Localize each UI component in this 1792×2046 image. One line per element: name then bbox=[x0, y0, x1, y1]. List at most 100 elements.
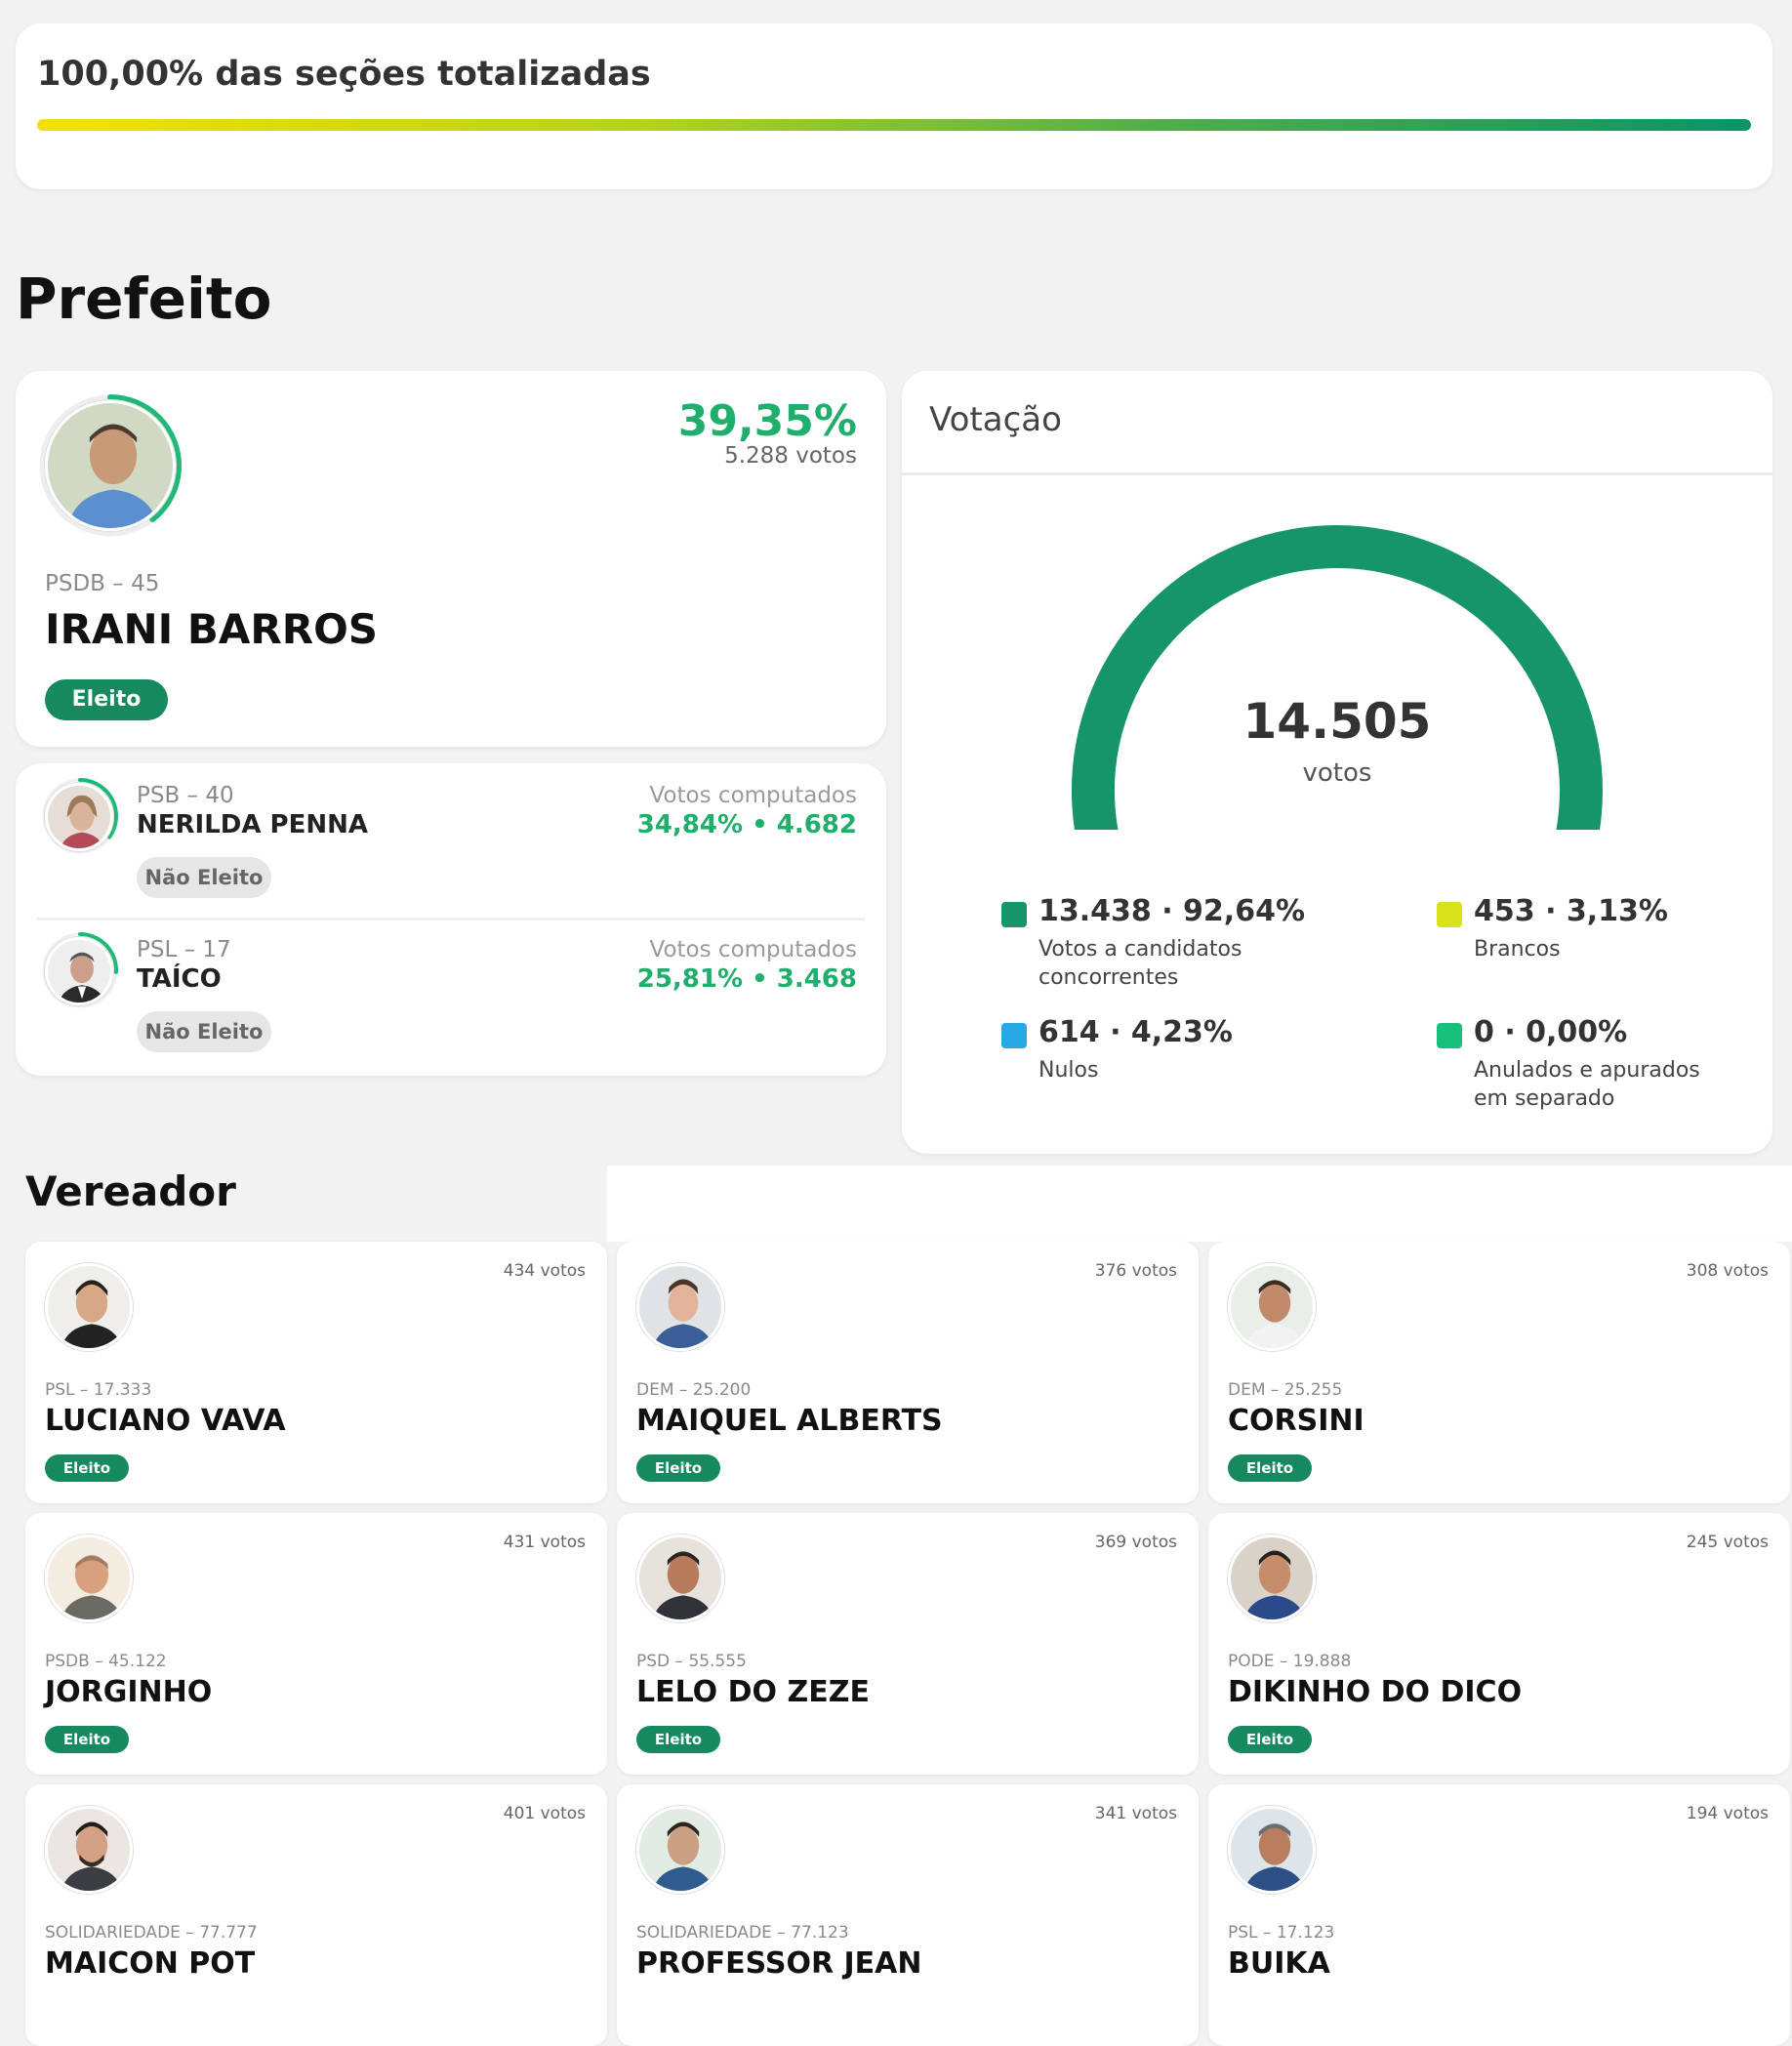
candidate-photo bbox=[1228, 1806, 1316, 1894]
winner-name: IRANI BARROS bbox=[45, 605, 379, 653]
legend-value: 614 · 4,23% bbox=[1039, 1015, 1233, 1049]
candidate-vote-ring bbox=[42, 778, 118, 854]
totalization-card: 100,00% das seções totalizadas bbox=[16, 23, 1772, 189]
candidate-party: DEM – 25.200 bbox=[636, 1380, 752, 1400]
votes-computed-label: Votos computados bbox=[649, 783, 857, 808]
winner-vote-ring bbox=[39, 394, 182, 537]
candidate-votes: 434 votos bbox=[503, 1261, 586, 1281]
candidate-photo bbox=[636, 1806, 724, 1894]
candidate-name: TAÍCO bbox=[137, 964, 222, 994]
not-elected-badge: Não Eleito bbox=[137, 857, 271, 898]
prefeito-heading: Prefeito bbox=[16, 266, 272, 332]
candidate-photo bbox=[636, 1534, 724, 1622]
votes-computed-value: 34,84% • 4.682 bbox=[636, 810, 857, 839]
winner-party: PSDB – 45 bbox=[45, 571, 160, 596]
vereador-card[interactable]: 434 votos PSL – 17.333 LUCIANO VAVA Elei… bbox=[25, 1242, 607, 1503]
candidate-photo bbox=[1228, 1263, 1316, 1351]
candidate-votes: 245 votos bbox=[1686, 1533, 1769, 1552]
candidate-party: SOLIDARIEDADE – 77.777 bbox=[45, 1923, 258, 1943]
vereador-card[interactable]: 376 votos DEM – 25.200 MAIQUEL ALBERTS E… bbox=[617, 1242, 1199, 1503]
candidate-party: PODE – 19.888 bbox=[1228, 1652, 1352, 1671]
legend-swatch bbox=[1437, 902, 1462, 927]
candidate-party: PSL – 17.123 bbox=[1228, 1923, 1335, 1943]
candidate-vote-ring bbox=[42, 932, 118, 1008]
legend-label: Anulados e apurados em separado bbox=[1474, 1058, 1700, 1111]
elected-badge: Eleito bbox=[45, 1726, 129, 1753]
candidate-votes: 401 votos bbox=[503, 1804, 586, 1823]
legend-label: Votos a candidatos concorrentes bbox=[1039, 937, 1242, 990]
card-divider bbox=[902, 472, 1772, 475]
votes-computed-value: 25,81% • 3.468 bbox=[636, 964, 857, 994]
candidate-name: JORGINHO bbox=[45, 1675, 213, 1709]
candidate-name: BUIKA bbox=[1228, 1946, 1330, 1981]
candidate-name: MAICON POT bbox=[45, 1946, 256, 1981]
totalization-progress-bar bbox=[37, 119, 1751, 131]
total-votes: 14.505 bbox=[1242, 693, 1432, 750]
vereador-card[interactable]: 369 votos PSD – 55.555 LELO DO ZEZE Elei… bbox=[617, 1513, 1199, 1775]
legend-swatch bbox=[1437, 1023, 1462, 1048]
candidate-row[interactable]: PSB – 40 NERILDA PENNA Não Eleito Votos … bbox=[16, 763, 886, 918]
not-elected-badge: Não Eleito bbox=[137, 1011, 271, 1052]
candidate-name: LUCIANO VAVA bbox=[45, 1404, 286, 1438]
candidate-party: PSL – 17 bbox=[137, 937, 231, 962]
candidate-photo bbox=[1228, 1534, 1316, 1622]
candidate-votes: 431 votos bbox=[503, 1533, 586, 1552]
votes-computed-label: Votos computados bbox=[649, 937, 857, 962]
candidate-votes: 341 votos bbox=[1094, 1804, 1177, 1823]
candidate-name: MAIQUEL ALBERTS bbox=[636, 1404, 943, 1438]
other-candidates-card: PSB – 40 NERILDA PENNA Não Eleito Votos … bbox=[16, 763, 886, 1076]
legend-label: Brancos bbox=[1474, 937, 1561, 962]
candidate-name: CORSINI bbox=[1228, 1404, 1364, 1438]
elected-badge: Eleito bbox=[45, 1454, 129, 1482]
legend-value: 13.438 · 92,64% bbox=[1039, 894, 1306, 928]
legend-swatch bbox=[1001, 1023, 1027, 1048]
candidate-party: PSB – 40 bbox=[137, 783, 234, 808]
vereador-card[interactable]: 194 votos PSL – 17.123 BUIKA bbox=[1208, 1784, 1790, 2046]
row-divider bbox=[37, 918, 865, 921]
vote-gauge bbox=[1071, 525, 1603, 830]
candidate-name: NERILDA PENNA bbox=[137, 810, 368, 839]
candidate-photo bbox=[45, 937, 113, 1005]
gauge-segment-valid-votes bbox=[1071, 525, 1603, 830]
candidate-name: LELO DO ZEZE bbox=[636, 1675, 870, 1709]
winner-votes: 5.288 votos bbox=[724, 443, 857, 469]
candidate-votes: 369 votos bbox=[1094, 1533, 1177, 1552]
candidate-photo bbox=[45, 1263, 133, 1351]
candidate-photo bbox=[45, 1534, 133, 1622]
candidate-party: PSDB – 45.122 bbox=[45, 1652, 167, 1671]
candidate-photo bbox=[45, 1806, 133, 1894]
elected-badge: Eleito bbox=[1228, 1726, 1312, 1753]
vereador-card[interactable]: 431 votos PSDB – 45.122 JORGINHO Eleito bbox=[25, 1513, 607, 1775]
vereador-card[interactable]: 401 votos SOLIDARIEDADE – 77.777 MAICON … bbox=[25, 1784, 607, 2046]
vereador-heading: Vereador bbox=[25, 1167, 236, 1215]
totalization-title: 100,00% das seções totalizadas bbox=[37, 55, 651, 94]
candidate-photo bbox=[45, 400, 176, 531]
candidate-party: PSL – 17.333 bbox=[45, 1380, 152, 1400]
winner-percentage: 39,35% bbox=[677, 396, 857, 446]
candidate-votes: 376 votos bbox=[1094, 1261, 1177, 1281]
elected-badge: Eleito bbox=[45, 679, 168, 720]
vereador-card[interactable]: 341 votos SOLIDARIEDADE – 77.123 PROFESS… bbox=[617, 1784, 1199, 2046]
elected-badge: Eleito bbox=[636, 1454, 720, 1482]
header-background-panel bbox=[607, 1166, 1792, 1242]
candidate-name: DIKINHO DO DICO bbox=[1228, 1675, 1523, 1709]
legend-swatch bbox=[1001, 902, 1027, 927]
candidate-votes: 308 votos bbox=[1686, 1261, 1769, 1281]
elected-badge: Eleito bbox=[636, 1726, 720, 1753]
legend-label: Nulos bbox=[1039, 1058, 1099, 1083]
winner-candidate-card[interactable]: 39,35% 5.288 votos PSDB – 45 IRANI BARRO… bbox=[16, 371, 886, 747]
totalization-progress-fill bbox=[37, 119, 1751, 131]
candidate-photo bbox=[45, 783, 113, 851]
candidate-votes: 194 votos bbox=[1686, 1804, 1769, 1823]
vereador-card[interactable]: 308 votos DEM – 25.255 CORSINI Eleito bbox=[1208, 1242, 1790, 1503]
vereador-card[interactable]: 245 votos PODE – 19.888 DIKINHO DO DICO … bbox=[1208, 1513, 1790, 1775]
vote-summary-card: Votação 14.505 votos 13.438 · 92,64% Vot… bbox=[902, 371, 1772, 1154]
candidate-row[interactable]: PSL – 17 TAÍCO Não Eleito Votos computad… bbox=[16, 918, 886, 1072]
candidate-party: SOLIDARIEDADE – 77.123 bbox=[636, 1923, 849, 1943]
vote-summary-title: Votação bbox=[929, 400, 1062, 439]
legend-value: 453 · 3,13% bbox=[1474, 894, 1668, 928]
elected-badge: Eleito bbox=[1228, 1454, 1312, 1482]
total-votes-unit: votos bbox=[1302, 758, 1372, 788]
legend-value: 0 · 0,00% bbox=[1474, 1015, 1628, 1049]
candidate-photo bbox=[636, 1263, 724, 1351]
